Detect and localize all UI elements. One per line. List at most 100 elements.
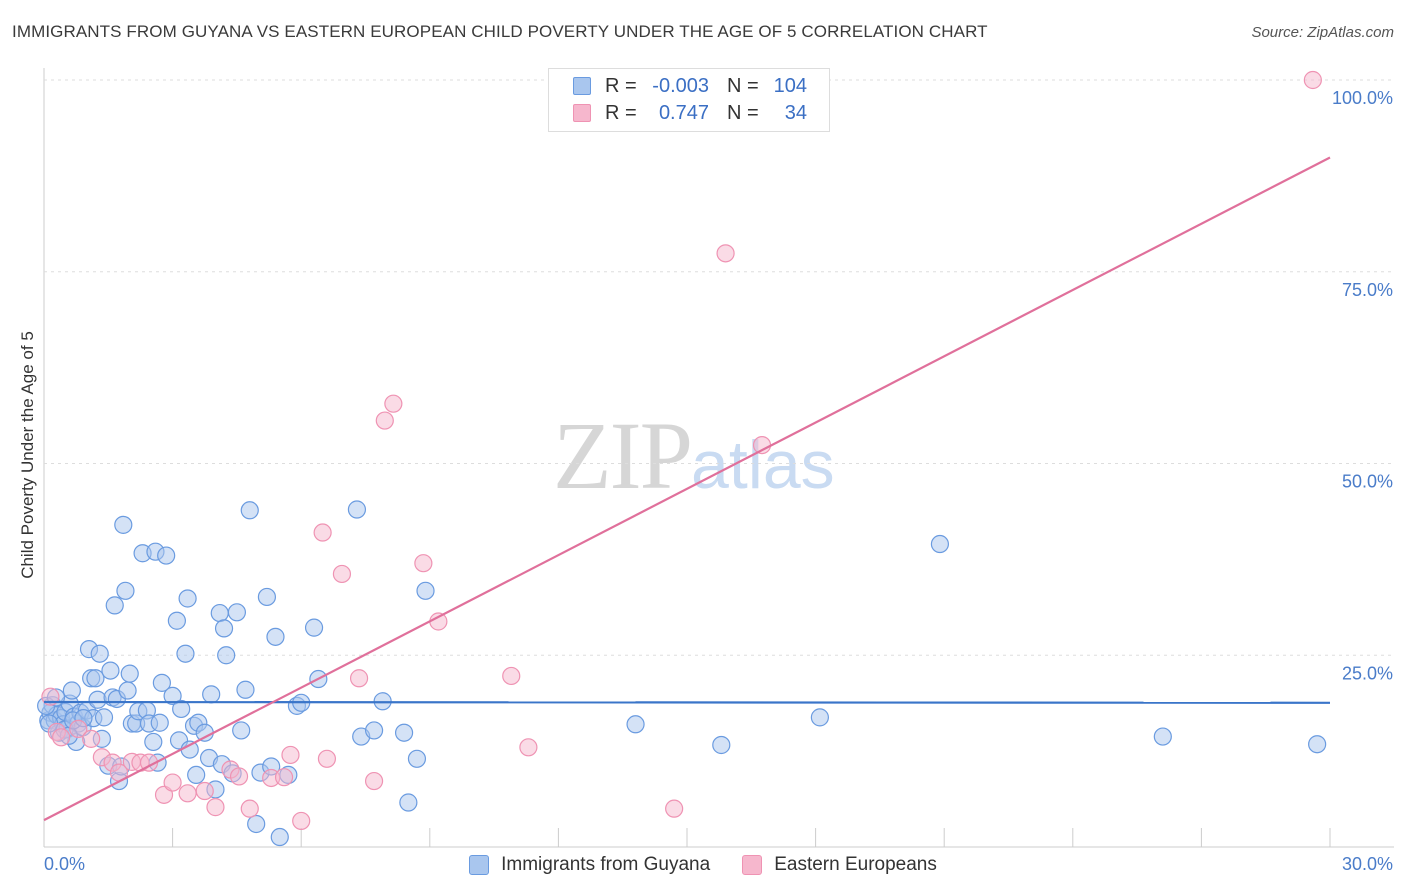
eastern-point <box>154 785 174 804</box>
guyana-point <box>214 619 234 638</box>
guyana-point <box>120 664 139 683</box>
eastern-point <box>52 728 71 747</box>
guyana-point <box>101 661 120 680</box>
guyana-point <box>416 581 435 600</box>
eastern-point <box>274 768 294 787</box>
guyana-point <box>236 680 255 699</box>
eastern-point <box>313 523 332 542</box>
legend-n-label: N = <box>727 101 759 124</box>
eastern-point <box>384 394 403 413</box>
series-legend: Immigrants from Guyana Eastern Europeans <box>0 852 1406 878</box>
guyana-point <box>62 681 81 700</box>
eastern-point <box>229 767 249 786</box>
legend-n-value: 34 <box>784 101 807 124</box>
watermark: ZIPatlas <box>553 400 835 511</box>
y-tick-label: 75.0% <box>1342 280 1393 300</box>
y-tick-label: 25.0% <box>1342 663 1393 683</box>
guyana-point <box>304 618 324 637</box>
series-legend-guyana[interactable]: Immigrants from Guyana <box>469 852 710 878</box>
guyana-point <box>144 732 163 752</box>
guyana-point <box>270 827 289 847</box>
guyana-point <box>150 713 169 732</box>
guyana-point <box>163 686 182 706</box>
guyana-point <box>232 721 251 740</box>
eastern-point <box>332 564 352 584</box>
legend-row-eastern: R = 0.747 N = 34 <box>573 100 807 126</box>
eastern-point <box>82 729 101 748</box>
guyana-point <box>116 581 135 600</box>
guyana-point <box>157 546 176 565</box>
guyana-point <box>930 534 950 554</box>
guyana-trend-line <box>43 700 1331 704</box>
y-tick-label: 50.0% <box>1342 472 1393 492</box>
eastern-point <box>195 781 214 801</box>
eastern-point <box>375 411 394 430</box>
series-swatch-pink <box>742 855 763 875</box>
source-credit: Source: ZipAtlas.com <box>1251 24 1394 41</box>
eastern-point <box>41 687 60 706</box>
guyana-point <box>266 627 285 646</box>
guyana-point <box>257 587 277 607</box>
series-legend-eastern[interactable]: Eastern Europeans <box>742 852 937 878</box>
legend-n-value: 104 <box>773 74 807 97</box>
guyana-point <box>210 603 229 623</box>
guyana-point <box>118 681 137 700</box>
guyana-point <box>195 723 214 742</box>
guyana-point <box>114 515 133 534</box>
guyana-point <box>167 611 186 630</box>
watermark-zip: ZIP <box>553 402 693 509</box>
eastern-trend-line <box>43 156 1331 822</box>
legend-swatch-blue <box>573 77 591 95</box>
guyana-point <box>152 673 171 692</box>
guyana-point <box>1308 735 1327 754</box>
legend-n-label: N = <box>727 74 759 97</box>
legend-r-label: R = <box>605 74 637 97</box>
eastern-point <box>502 666 521 686</box>
eastern-point <box>349 669 369 688</box>
guyana-point <box>86 669 105 688</box>
guyana-point <box>399 793 418 812</box>
eastern-point <box>429 612 448 631</box>
guyana-point <box>176 644 195 663</box>
eastern-point <box>240 799 259 818</box>
guyana-point <box>364 721 384 740</box>
guyana-point <box>227 603 246 622</box>
guyana-point <box>1153 727 1172 746</box>
guyana-point <box>187 765 206 785</box>
guyana-point <box>407 749 427 768</box>
guyana-point <box>626 715 645 734</box>
guyana-point <box>247 814 266 834</box>
legend-r-label: R = <box>605 101 637 124</box>
eastern-point <box>206 798 225 817</box>
x-tick-label: 0.0% <box>44 854 85 874</box>
eastern-point <box>1303 70 1322 90</box>
guyana-point <box>202 685 221 704</box>
legend-row-guyana: R = -0.003 N = 104 <box>573 73 807 99</box>
eastern-point <box>364 771 384 791</box>
guyana-point <box>178 589 197 608</box>
series-label-guyana: Immigrants from Guyana <box>501 854 711 875</box>
legend-r-value: -0.003 <box>652 74 709 97</box>
eastern-point <box>414 554 433 573</box>
eastern-point <box>716 244 735 263</box>
guyana-point <box>94 708 114 727</box>
guyana-point <box>172 699 191 719</box>
series-label-eastern: Eastern Europeans <box>774 854 937 875</box>
legend-r-value: 0.747 <box>658 101 709 124</box>
guyana-point <box>88 690 107 709</box>
guyana-point <box>347 500 367 519</box>
guyana-point <box>712 735 731 755</box>
eastern-point <box>292 811 311 831</box>
eastern-point <box>281 745 300 765</box>
eastern-point <box>178 784 197 803</box>
eastern-point <box>163 773 182 792</box>
guyana-point <box>217 646 236 665</box>
y-tick-label: 100.0% <box>1332 88 1393 108</box>
guyana-point <box>394 723 414 742</box>
eastern-point <box>317 749 337 768</box>
guyana-point <box>105 596 124 615</box>
chart-title: IMMIGRANTS FROM GUYANA VS EASTERN EUROPE… <box>12 22 988 41</box>
guyana-point <box>810 708 829 727</box>
correlation-legend: R = -0.003 N = 104 R = 0.747 N = 34 <box>548 68 830 132</box>
